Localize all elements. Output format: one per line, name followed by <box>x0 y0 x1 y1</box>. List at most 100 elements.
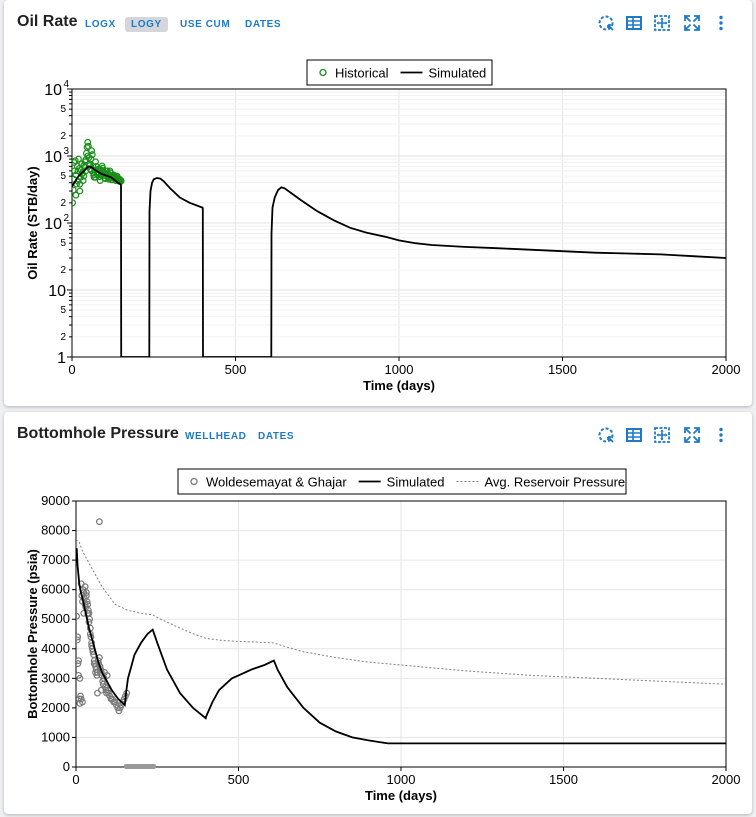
data-point <box>78 170 86 178</box>
move-icon[interactable] <box>653 426 671 444</box>
more-vert-icon[interactable] <box>712 426 730 444</box>
legend-label: Simulated <box>428 66 486 81</box>
data-point <box>76 657 82 664</box>
bhp-header: Bottomhole Pressure WELLHEAD DATES <box>4 412 752 456</box>
x-tick-label: 1500 <box>548 362 577 377</box>
y-axis-label: Bottomhole Pressure (psia) <box>25 549 40 719</box>
data-point <box>80 162 88 169</box>
y-tick-exponent: 2 <box>63 213 69 224</box>
lasso-select-icon[interactable] <box>597 426 615 444</box>
plot-frame <box>71 88 727 358</box>
y-minor-tick-label: 2 <box>60 198 66 209</box>
data-point <box>117 177 125 184</box>
data-point <box>82 156 90 164</box>
y-tick-label: 5000 <box>41 611 70 626</box>
data-point <box>76 660 82 667</box>
data-point <box>92 158 99 166</box>
x-tick-label: 500 <box>228 772 250 787</box>
table-icon[interactable] <box>625 426 643 444</box>
y-tick-label: 10 <box>48 283 66 300</box>
x-tick-label: 500 <box>225 362 247 377</box>
series-layer <box>76 518 727 745</box>
move-icon[interactable] <box>653 14 671 32</box>
y-tick-label: 1000 <box>41 729 70 744</box>
wellhead-button[interactable]: WELLHEAD <box>185 431 247 442</box>
panel-title: Oil Rate <box>17 13 78 30</box>
x-tick-label: 0 <box>72 772 79 787</box>
y-minor-tick-label: 5 <box>60 305 66 316</box>
data-point <box>95 518 103 526</box>
grid <box>75 500 727 768</box>
y-tick-label: 10 <box>44 149 62 166</box>
data-point <box>94 689 101 697</box>
data-point <box>72 186 77 194</box>
series-woldesemayat-ghajar <box>76 518 131 715</box>
bottomhole-pressure-card: Bottomhole Pressure WELLHEAD DATES 0 500 1… <box>4 412 752 814</box>
legend-label: Historical <box>335 66 389 81</box>
y-axis-label: Oil Rate (STB/day) <box>25 166 40 279</box>
fullscreen-icon[interactable] <box>683 426 701 444</box>
y-tick-label: 3000 <box>41 670 70 685</box>
data-point <box>72 191 80 199</box>
data-point <box>97 686 105 694</box>
fullscreen-icon[interactable] <box>683 14 701 32</box>
more-vert-icon[interactable] <box>712 14 730 32</box>
data-point <box>72 199 77 207</box>
x-tick-label: 1000 <box>385 362 414 377</box>
data-point <box>104 686 112 694</box>
series-line-avg-reservoir-pressure <box>76 539 727 685</box>
logy-button[interactable]: LOGY <box>125 17 168 32</box>
legend-label: Woldesemayat & Ghajar <box>206 475 347 490</box>
oil-rate-card: Oil Rate LOGX LOGY USE CUM DATES 0 500 100… <box>4 0 752 406</box>
data-point <box>76 674 84 682</box>
range-slider-handle[interactable] <box>124 764 156 769</box>
legend-marker <box>319 68 327 77</box>
series-layer <box>72 138 727 357</box>
y-tick-label: 10 <box>44 82 62 99</box>
series-historical <box>72 138 125 207</box>
x-tick-label: 1500 <box>549 772 578 787</box>
x-tick-label: 2000 <box>712 772 741 787</box>
data-point <box>77 692 84 700</box>
logx-button[interactable]: LOGX <box>85 19 116 30</box>
data-point <box>88 147 96 155</box>
data-point <box>84 142 92 150</box>
legend: Woldesemayat & Ghajar Simulated Avg. Reser… <box>177 468 627 495</box>
dates-button[interactable]: DATES <box>245 19 282 30</box>
data-point <box>76 187 84 195</box>
bottomhole-pressure-chart[interactable]: 0 500 1000 1500 2000 0 1000 2000 3000 4000 5000 600… <box>4 412 752 814</box>
y-tick-label: 8000 <box>41 523 70 538</box>
data-point <box>76 180 84 188</box>
data-point <box>88 151 96 158</box>
y-minor-tick-label: 5 <box>60 104 66 115</box>
y-minor-tick-label: 5 <box>60 171 66 182</box>
y-tick-label: 1 <box>57 350 66 367</box>
dates-button[interactable]: DATES <box>258 431 295 442</box>
data-point <box>90 660 98 667</box>
data-point <box>72 159 78 166</box>
y-minor-tick-label: 2 <box>60 265 66 276</box>
x-axis-label: Time (days) <box>365 788 437 803</box>
use-cum-button[interactable]: USE CUM <box>180 19 231 30</box>
y-minor-tick-label: 2 <box>60 131 66 142</box>
legend-marker <box>190 477 198 486</box>
lasso-select-icon[interactable] <box>597 14 615 32</box>
panel-title: Bottomhole Pressure <box>17 425 179 442</box>
table-icon[interactable] <box>625 14 643 32</box>
data-point <box>84 152 92 160</box>
data-point <box>99 680 107 688</box>
x-tick-label: 2000 <box>712 362 741 377</box>
y-tick-exponent: 3 <box>63 146 69 157</box>
y-tick-label: 4000 <box>41 641 70 656</box>
y-tick-label: 9000 <box>41 493 70 508</box>
grid <box>71 88 727 358</box>
data-point <box>76 636 81 644</box>
data-point <box>83 598 91 605</box>
y-tick-label: 0 <box>63 759 70 774</box>
x-axis-label: Time (days) <box>363 378 435 393</box>
data-point <box>92 669 99 676</box>
data-point <box>75 155 82 163</box>
data-point <box>79 698 86 706</box>
